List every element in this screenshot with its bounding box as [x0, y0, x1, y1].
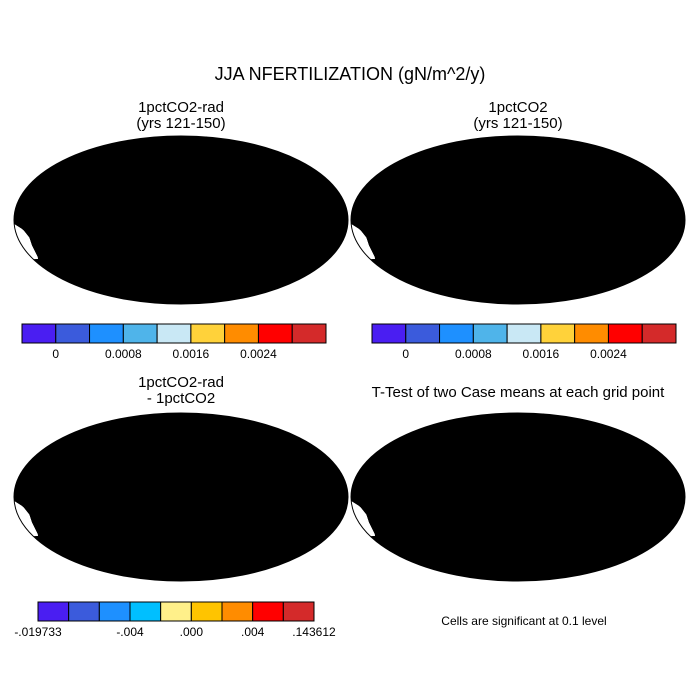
- colorbar-box: [190, 323, 226, 344]
- map-panel-4: T-Test of two Case means at each grid po…: [350, 384, 686, 582]
- map-frame: [13, 412, 349, 582]
- colorbar-box: [540, 323, 576, 344]
- colorbar-box: [607, 323, 643, 344]
- colorbar-box: [282, 601, 315, 622]
- colorbar-box: [129, 601, 162, 622]
- colorbar-box: [252, 601, 284, 622]
- colorbar-box: [98, 601, 131, 622]
- figure-title: JJA NFERTILIZATION (gN/m^2/y): [215, 64, 486, 84]
- colorbar-label: -.019733: [14, 625, 62, 639]
- colorbar-3: -.019733 -.004 .000 .004 .143612: [14, 601, 336, 639]
- colorbar-box: [37, 601, 70, 622]
- colorbar-box: [224, 323, 259, 344]
- colorbar-box: [439, 323, 474, 344]
- colorbar-label: .143612: [292, 625, 336, 639]
- colorbar-box: [68, 601, 100, 622]
- colorbar-box: [190, 601, 223, 622]
- panel-subtitle: (yrs 121-150): [473, 115, 562, 132]
- colorbar-box: [21, 323, 57, 344]
- colorbar-box: [156, 323, 192, 344]
- colorbar-box: [291, 323, 327, 344]
- colorbar-label: .000: [180, 625, 204, 639]
- colorbar-label: -.004: [116, 625, 144, 639]
- colorbar-label: 0.0016: [173, 347, 210, 361]
- colorbar-box: [257, 323, 293, 344]
- map-frame: [13, 135, 349, 305]
- significance-note: Cells are significant at 0.1 level: [441, 614, 606, 628]
- colorbar-box: [506, 323, 542, 344]
- colorbar-label: 0.0016: [523, 347, 560, 361]
- map-frame: [350, 135, 686, 305]
- colorbar-label: 0.0024: [240, 347, 277, 361]
- colorbar-2: 0 0.0008 0.0016 0.0024: [371, 323, 677, 361]
- panel-title: 1pctCO2: [488, 99, 547, 116]
- colorbar-box: [55, 323, 91, 344]
- colorbar-box: [221, 601, 254, 622]
- colorbar-box: [641, 323, 677, 344]
- colorbar-label: 0.0008: [455, 347, 492, 361]
- panel-subtitle: (yrs 121-150): [136, 115, 225, 132]
- colorbar-box: [472, 323, 508, 344]
- map-panel-2: 1pctCO2(yrs 121-150): [350, 99, 686, 305]
- colorbar-box: [160, 601, 192, 622]
- colorbar-label: .004: [241, 625, 265, 639]
- colorbars: 0 0.0008 0.0016 0.0024 0 0.0008 0.0016 0.0024 -.…: [14, 323, 677, 639]
- colorbar-box: [405, 323, 441, 344]
- panel-subtitle: - 1pctCO2: [147, 390, 215, 407]
- colorbar-label: 0.0024: [590, 347, 627, 361]
- colorbar-box: [122, 323, 158, 344]
- panel-title: 1pctCO2-rad: [138, 99, 224, 116]
- panel-title: 1pctCO2-rad: [138, 374, 224, 391]
- colorbar-1: 0 0.0008 0.0016 0.0024: [21, 323, 327, 361]
- colorbar-label: 0.0008: [105, 347, 142, 361]
- map-panel-3: 1pctCO2-rad- 1pctCO2: [13, 374, 349, 582]
- colorbar-label: 0: [52, 347, 59, 361]
- map-frame: [350, 412, 686, 582]
- colorbar-box: [89, 323, 124, 344]
- panel-title: T-Test of two Case means at each grid po…: [372, 384, 665, 401]
- map-panel-1: 1pctCO2-rad(yrs 121-150): [13, 99, 349, 305]
- map-panels: 1pctCO2-rad(yrs 121-150)1pctCO2(yrs 121-…: [13, 99, 686, 582]
- colorbar-label: 0: [402, 347, 409, 361]
- colorbar-box: [371, 323, 407, 344]
- colorbar-box: [574, 323, 609, 344]
